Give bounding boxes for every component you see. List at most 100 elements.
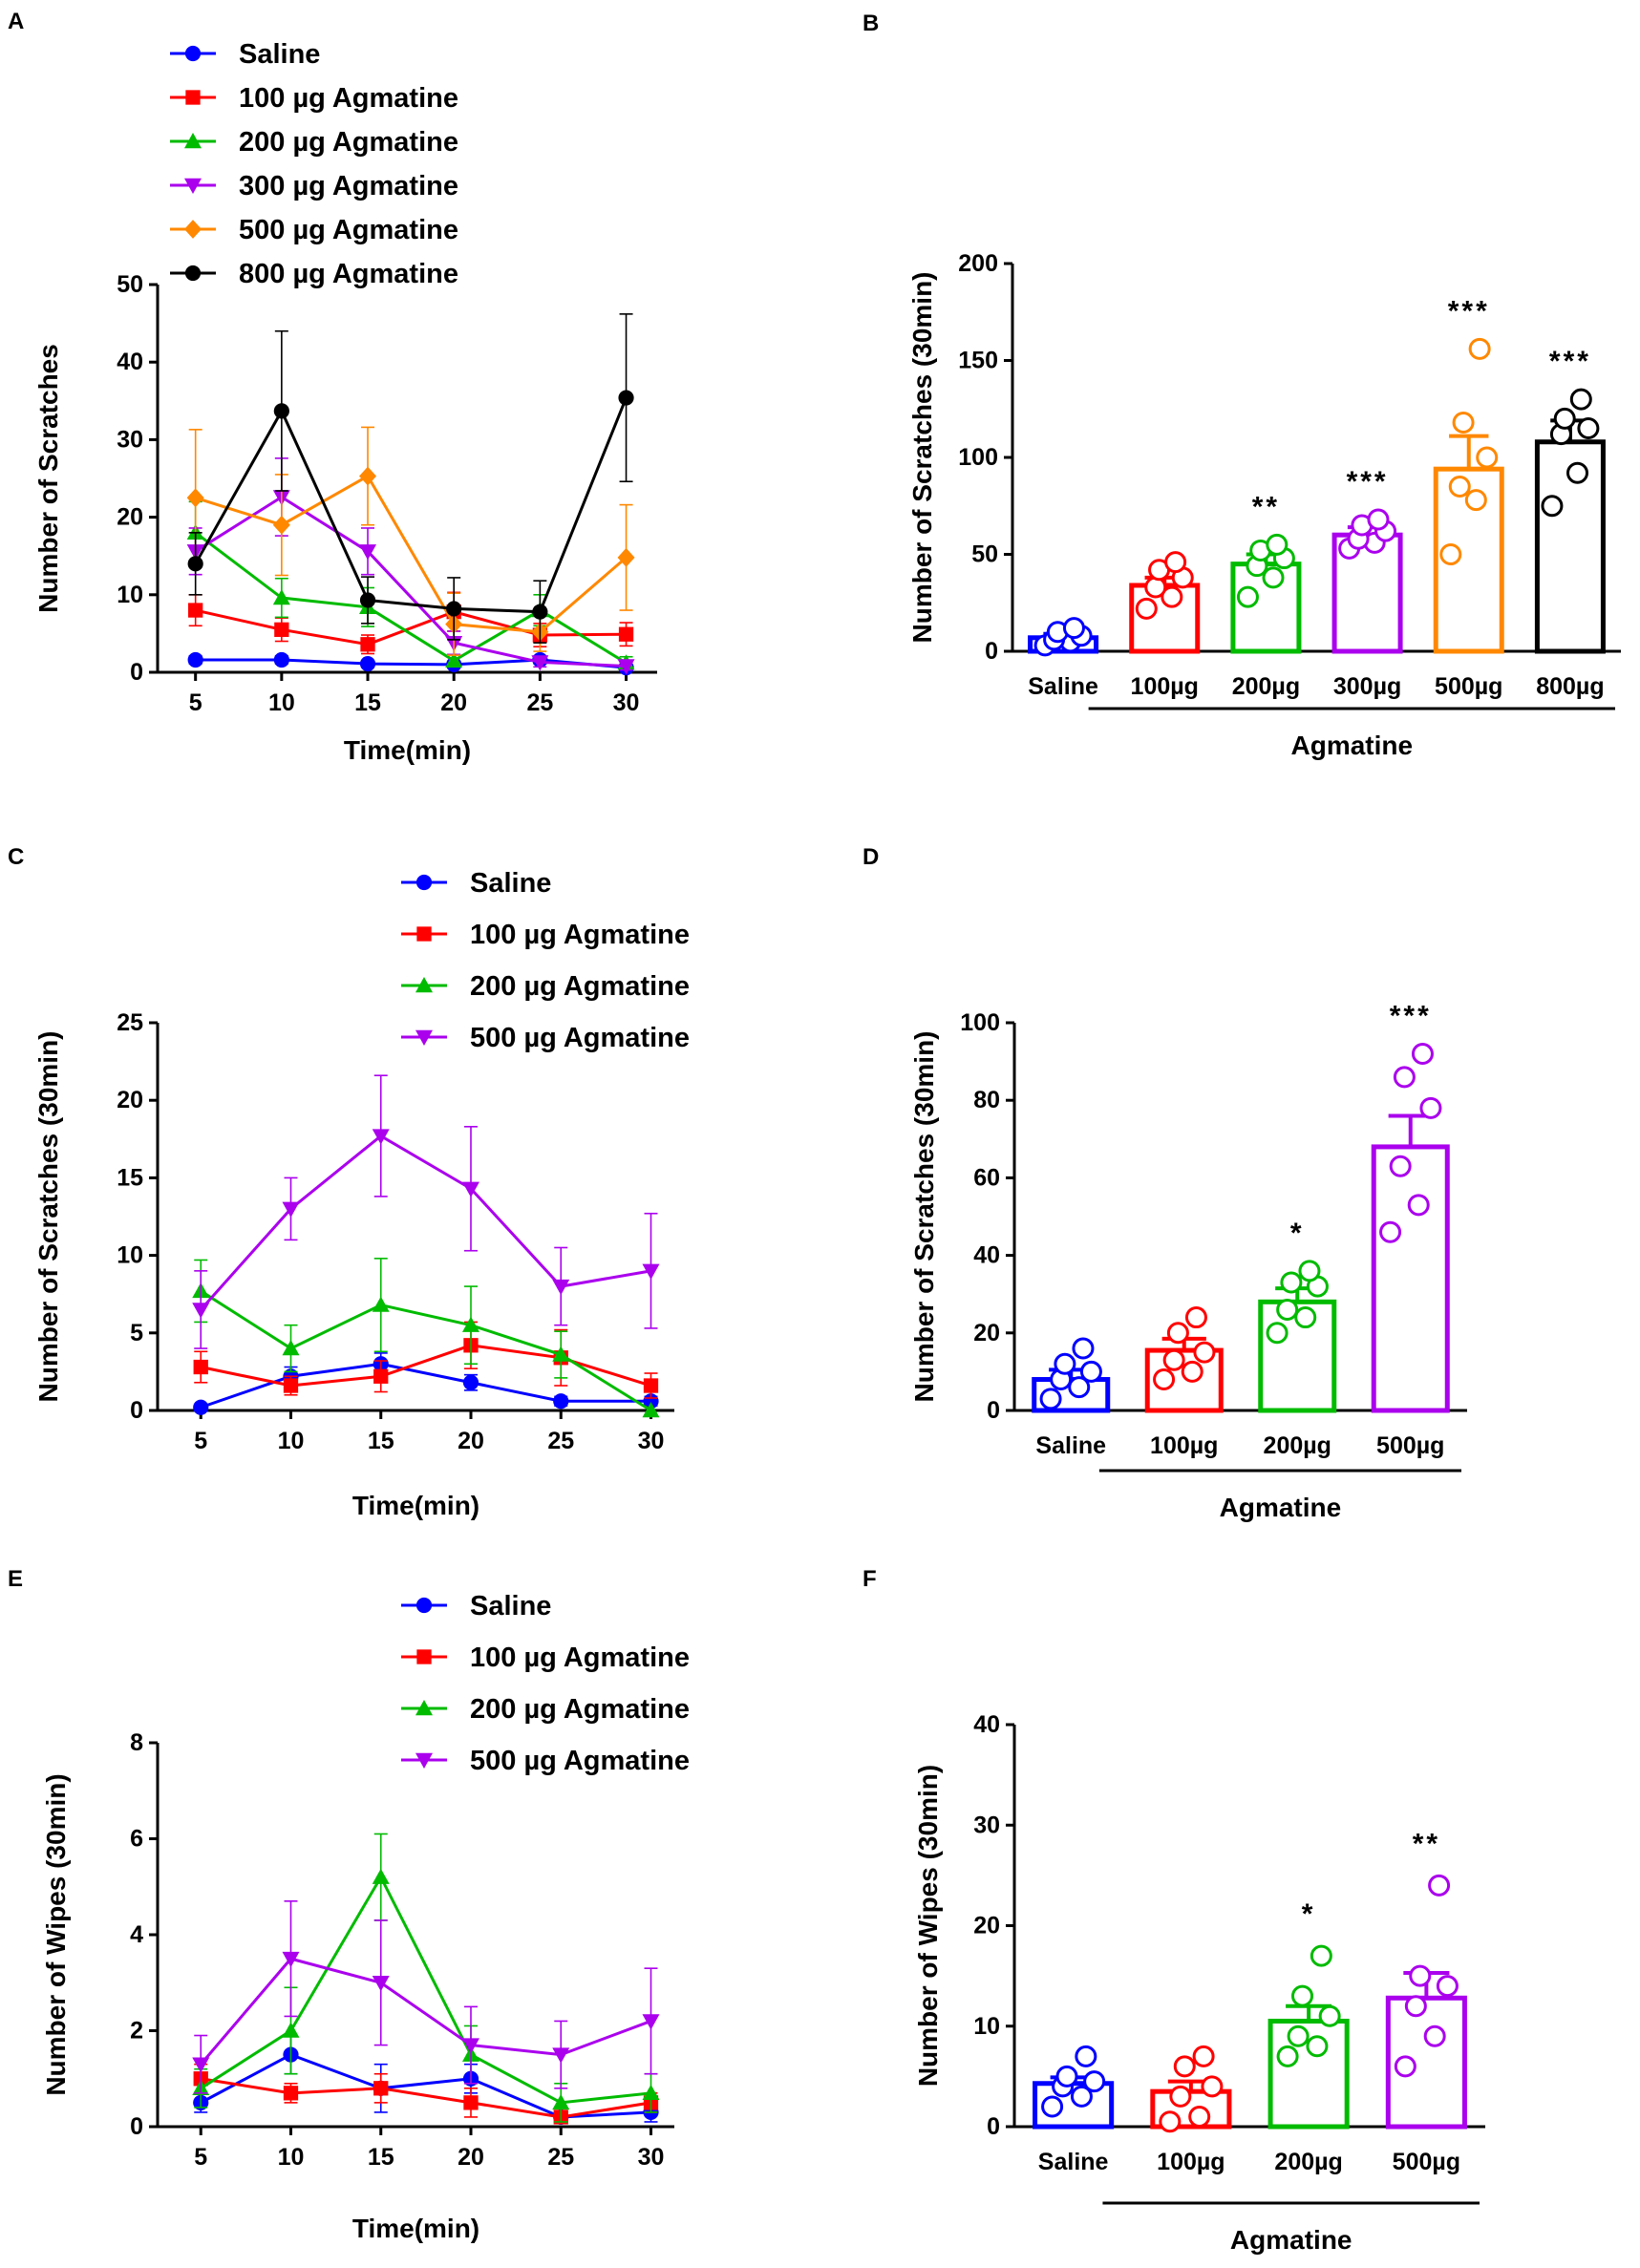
series-0 — [193, 1352, 659, 1415]
chart-A: 0 10 20 30 40 50 Number of Scratches 5 10 15 20 25 3… — [33, 39, 657, 765]
data-point — [373, 2081, 389, 2096]
y-axis-title: Number of Scratches (30min) — [907, 272, 937, 644]
y-tick-label: 40 — [117, 349, 143, 375]
y-tick-label: 25 — [117, 1009, 143, 1036]
series-2 — [192, 1258, 660, 1418]
significance-label: *** — [1390, 1000, 1432, 1031]
x-tick-label: 10 — [268, 689, 295, 716]
data-point — [1276, 2045, 1299, 2067]
y-tick-label: 150 — [958, 348, 998, 374]
x-tick-label: 100µg — [1150, 1432, 1218, 1459]
x-tick-label: 5 — [194, 1428, 207, 1454]
data-point — [1448, 475, 1471, 498]
data-point — [1468, 337, 1491, 360]
data-point — [1184, 1306, 1207, 1329]
data-point — [1083, 2070, 1106, 2093]
data-point — [283, 1378, 299, 1393]
x-tick-label: Saline — [1028, 673, 1098, 700]
significance-label: *** — [1549, 346, 1591, 377]
data-point — [1404, 1995, 1427, 2018]
legend-marker — [184, 220, 202, 239]
data-point — [272, 589, 290, 605]
data-point — [446, 601, 462, 617]
legend-marker — [184, 178, 202, 194]
data-point — [186, 488, 204, 508]
y-tick-label: 10 — [117, 1242, 143, 1269]
data-point — [272, 515, 290, 535]
legend-entry: 200 µg Agmatine — [401, 1694, 690, 1725]
data-point — [1394, 2055, 1416, 2078]
data-point — [1577, 417, 1600, 440]
y-tick-label: 15 — [117, 1164, 143, 1191]
y-tick-label: 20 — [117, 504, 143, 531]
panel-label: A — [8, 9, 24, 34]
group-label: Agmatine — [1291, 731, 1414, 760]
data-point — [461, 1181, 479, 1198]
x-tick-label: 25 — [547, 2144, 574, 2171]
legend-label: 100 µg Agmatine — [470, 920, 690, 950]
data-point — [1159, 2110, 1182, 2133]
data-point — [1062, 617, 1085, 640]
chart-F: 0 10 20 30 40 Number of Wipes (30min) Saline 10… — [913, 1711, 1485, 2255]
legend-entry: 500 µg Agmatine — [401, 1023, 690, 1053]
legend-label: Saline — [239, 39, 320, 70]
y-tick-label: 30 — [117, 426, 143, 453]
data-point — [373, 1368, 389, 1384]
legend-marker — [415, 1597, 433, 1614]
y-tick-label: 30 — [973, 1812, 1000, 1838]
legend-marker — [416, 1649, 432, 1664]
data-point — [1569, 388, 1592, 411]
data-point — [1075, 2045, 1097, 2067]
data-point — [463, 2095, 479, 2110]
data-point — [1407, 1194, 1430, 1217]
data-point — [1476, 446, 1499, 469]
data-point — [192, 1303, 210, 1319]
bar-group: *** — [1371, 1000, 1450, 1413]
x-tick-label: 200µg — [1264, 1432, 1331, 1459]
data-point — [1393, 1066, 1416, 1089]
data-point — [1161, 585, 1183, 608]
series-2 — [186, 500, 635, 670]
legend-marker — [415, 977, 433, 993]
y-tick-label: 2 — [130, 2018, 143, 2045]
x-tick-label: 20 — [458, 2144, 484, 2171]
series-3 — [192, 1074, 660, 1349]
legend-label: 200 µg Agmatine — [470, 1694, 690, 1725]
data-point — [1291, 1984, 1314, 2007]
data-point — [193, 1399, 209, 1415]
y-tick-label: 20 — [973, 1320, 1000, 1346]
data-point — [188, 603, 203, 618]
y-tick-label: 10 — [973, 2013, 1000, 2040]
data-point — [553, 1393, 569, 1410]
y-tick-label: 100 — [960, 1009, 1000, 1036]
data-point — [1262, 566, 1285, 589]
legend-entry: 800 µg Agmatine — [170, 259, 458, 289]
bar-group: * — [1258, 1218, 1337, 1413]
y-axis-title: Number of Scratches (30min) — [909, 1031, 939, 1403]
legend-label: 200 µg Agmatine — [470, 971, 690, 1002]
data-point — [273, 651, 289, 668]
data-point — [1276, 1298, 1299, 1321]
bar-group — [1129, 551, 1201, 654]
bar-group — [1032, 1337, 1111, 1413]
legend-entry: 500 µg Agmatine — [401, 1746, 690, 1776]
data-point — [1266, 1322, 1289, 1345]
series-line — [200, 1344, 651, 1388]
series-2 — [192, 1833, 660, 2123]
y-tick-label: 20 — [973, 1913, 1000, 1939]
legend-label: Saline — [470, 868, 551, 899]
y-tick-label: 6 — [130, 1826, 143, 1853]
data-point — [552, 2093, 570, 2110]
series-line — [200, 1957, 652, 2066]
data-point — [1423, 2024, 1446, 2047]
series-3 — [186, 457, 635, 675]
data-point — [461, 2038, 479, 2054]
data-point — [643, 1393, 659, 1410]
y-tick-label: 4 — [130, 1921, 143, 1948]
x-tick-label: 500µg — [1393, 2149, 1460, 2175]
data-point — [1164, 551, 1187, 574]
x-tick-label: 5 — [194, 2144, 207, 2171]
y-tick-label: 0 — [130, 1397, 143, 1424]
data-point — [617, 547, 635, 567]
data-point — [1153, 1368, 1176, 1391]
